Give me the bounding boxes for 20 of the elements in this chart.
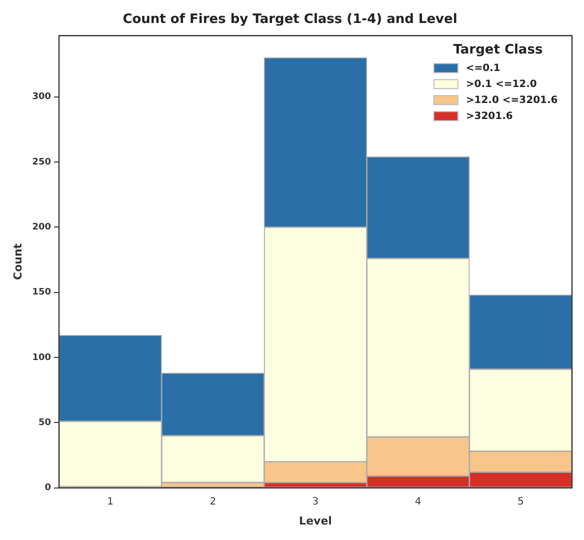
legend-label: >0.1 <=12.0 <box>466 79 537 90</box>
x-tick-label: 1 <box>107 496 114 508</box>
x-tick-label: 5 <box>518 496 524 508</box>
x-tick-label: 2 <box>210 496 216 508</box>
y-tick-label: 150 <box>32 288 51 298</box>
legend-label: >12.0 <=3201.6 <box>466 95 558 106</box>
chart-title: Count of Fires by Target Class (1-4) and Level <box>122 12 458 28</box>
legend-label: <=0.1 <box>466 63 500 74</box>
x-tick-label: 4 <box>414 496 422 508</box>
legend-title: Target Class <box>453 42 543 58</box>
y-tick-label: 300 <box>32 92 51 102</box>
legend-label: >3201.6 <box>466 111 513 122</box>
y-tick-label: 50 <box>38 418 51 428</box>
x-axis-title: Level <box>299 514 332 528</box>
y-tick-label: 100 <box>32 352 51 363</box>
y-tick-label: 250 <box>32 157 51 168</box>
y-tick-label: 200 <box>32 222 51 233</box>
x-tick-label: 3 <box>312 496 319 508</box>
y-tick-label: 0 <box>44 483 51 494</box>
y-axis-title: Count <box>11 243 24 280</box>
